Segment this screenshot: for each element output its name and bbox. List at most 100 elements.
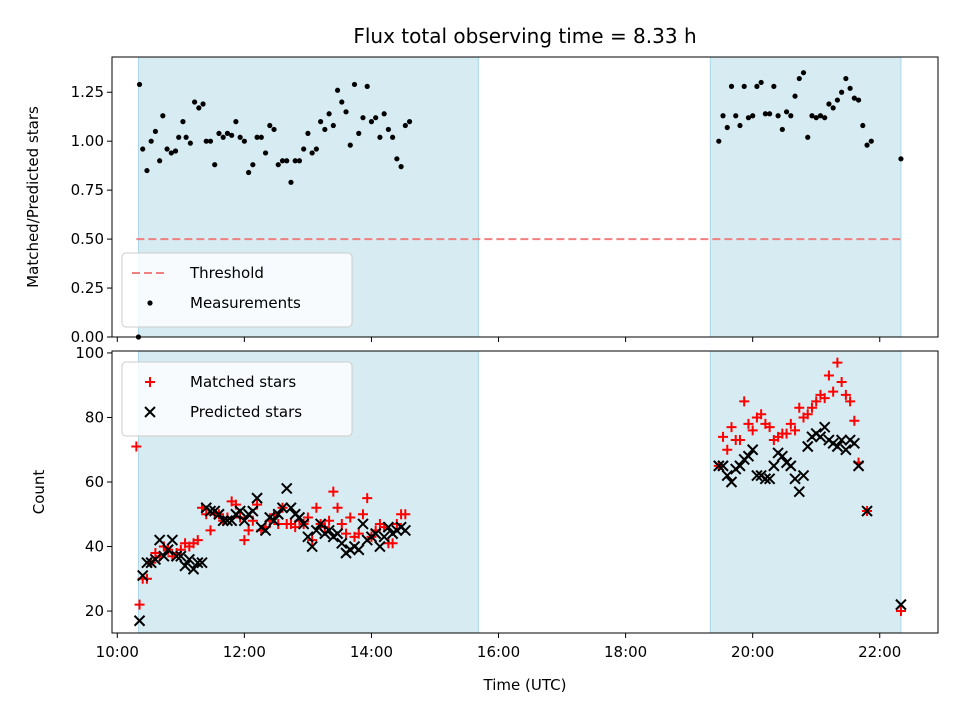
predicted-star-point	[187, 563, 200, 575]
measurement-point	[860, 122, 866, 129]
matched-star-point	[832, 357, 843, 368]
measurement-point	[779, 126, 785, 133]
measurement-point	[292, 158, 298, 164]
count-axes-frame	[111, 350, 939, 634]
measurement-point	[758, 79, 764, 86]
measurement-point	[813, 115, 819, 121]
predicted-star-point	[818, 421, 831, 433]
predicted-star-point	[221, 515, 234, 527]
predicted-star-point	[797, 469, 810, 482]
predicted-star-point	[717, 460, 729, 472]
ratio-y-ticks: 0.00 0.25 0.50 0.75 1.00 1.25	[71, 83, 112, 346]
measurement-point	[157, 158, 163, 164]
count-y-tick-label: 20	[85, 602, 104, 620]
ratio-y-tick-label: 0.75	[71, 181, 104, 199]
measurement-point	[385, 126, 391, 133]
matched-star-point	[836, 376, 847, 387]
matched-star-point	[828, 386, 839, 397]
matched-star-point	[743, 418, 754, 429]
measurement-point	[800, 70, 807, 76]
ratio-shaded-interval-2	[709, 56, 902, 338]
x-tick-label: 20:00	[731, 643, 774, 661]
measurement-point	[868, 138, 874, 144]
measurement-point	[398, 164, 404, 170]
measurement-point	[334, 87, 341, 93]
matched-star-point	[328, 486, 339, 497]
measurement-point	[262, 150, 269, 156]
measurement-point	[788, 113, 794, 119]
matched-star-point	[849, 415, 860, 426]
measurement-point	[284, 158, 290, 164]
predicted-star-point	[133, 615, 146, 627]
matched-star-point	[790, 425, 801, 436]
measurement-point	[271, 126, 277, 133]
measurement-point	[140, 146, 146, 152]
predicted-star-point	[259, 524, 272, 537]
measurement-point	[847, 85, 853, 91]
ratio-y-tick-label: 1.25	[71, 83, 104, 101]
measurement-point	[851, 95, 857, 101]
matched-star-point	[845, 396, 856, 407]
predicted-star-point	[158, 550, 170, 562]
legend-label: Threshold	[189, 264, 264, 282]
measurement-point	[360, 115, 366, 121]
predicted-star-point	[272, 508, 284, 520]
measurement-point	[326, 111, 332, 117]
measurement-point	[200, 101, 206, 107]
measurement-point	[377, 134, 383, 140]
predicted-star-point	[721, 469, 733, 482]
matched-star-point	[722, 444, 733, 455]
count-shaded-interval-2	[709, 350, 902, 634]
x-axis-label: Time (UTC)	[483, 676, 567, 694]
predicted-star-point	[768, 460, 780, 472]
measurement-point	[241, 138, 247, 144]
predicted-star-point	[331, 527, 344, 540]
matched-star-point	[311, 502, 322, 513]
matched-star-point	[353, 528, 364, 539]
measurement-point	[343, 109, 349, 115]
count-x-ticks: 10:00 12:00 14:00 16:00 18:00 20:00 22:00	[96, 633, 901, 661]
measurement-point	[187, 140, 193, 146]
measurement-point	[381, 111, 387, 117]
predicted-star-point	[763, 473, 776, 485]
predicted-star-point	[895, 598, 907, 611]
predicted-star-point	[162, 544, 174, 556]
predicted-star-point	[183, 553, 196, 566]
measurement-point	[164, 146, 170, 152]
predicted-star-point	[192, 556, 204, 569]
matched-star-point	[192, 535, 203, 546]
predicted-star-point	[785, 460, 797, 472]
matched-star-point	[131, 441, 142, 452]
ratio-panel: 0.00 0.25 0.50 0.75 1.00 1.25 Matched/Predict…	[24, 56, 939, 346]
predicted-star-point	[217, 515, 229, 527]
ratio-legend: Threshold Measurements	[121, 252, 353, 328]
predicted-star-point	[153, 534, 166, 546]
measurement-point	[822, 115, 828, 121]
matched-star-point	[785, 418, 796, 429]
measurement-point	[180, 119, 186, 125]
measurement-point	[792, 93, 798, 99]
measurement-point	[250, 162, 256, 168]
predicted-star-point	[251, 492, 263, 504]
ratio-axes-frame	[111, 56, 939, 338]
legend-label: Matched stars	[190, 373, 296, 391]
x-tick-label: 22:00	[858, 643, 901, 661]
measurement-point	[136, 81, 143, 88]
matched-star-point	[362, 493, 373, 504]
predicted-star-point	[357, 518, 369, 530]
predicted-star-point	[306, 540, 318, 553]
ratio-y-tick-label: 1.00	[71, 132, 104, 150]
count-y-tick-label: 100	[75, 344, 104, 362]
measurement-point	[152, 128, 159, 135]
ratio-y-axis-label: Matched/Predicted stars	[24, 106, 42, 288]
measurement-point	[275, 162, 281, 168]
matched-star-point	[764, 422, 775, 433]
predicted-star-point	[374, 540, 386, 553]
measurement-point	[830, 105, 836, 111]
measurement-point	[390, 134, 396, 140]
predicted-star-point	[382, 521, 395, 533]
predicted-star-point	[137, 569, 149, 582]
measurement-point	[258, 134, 264, 140]
x-tick-label: 12:00	[223, 643, 266, 661]
predicted-star-point	[336, 537, 348, 550]
